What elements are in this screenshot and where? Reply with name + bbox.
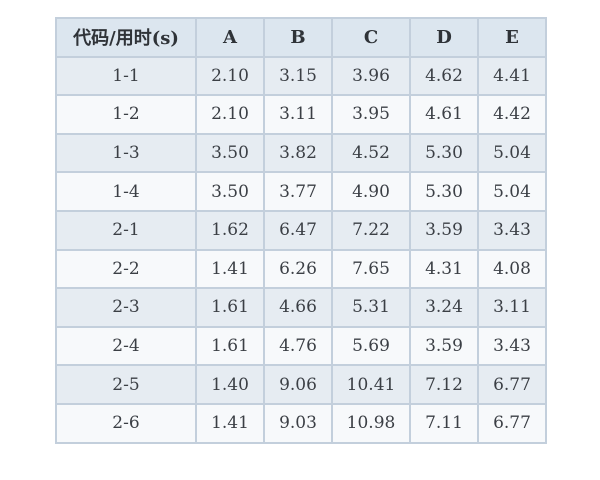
- code-cell: 2-6: [55, 402, 197, 444]
- value-cell: 3.95: [331, 94, 411, 135]
- table-body: 1-1 2.10 3.15 3.96 4.62 4.41 1-2 2.10 3.…: [55, 55, 547, 444]
- value-cell: 1.62: [195, 209, 265, 251]
- value-cell: 1.41: [195, 402, 265, 444]
- table-row: 1-4 3.50 3.77 4.90 5.30 5.04: [55, 171, 547, 212]
- table-row: 1-1 2.10 3.15 3.96 4.62 4.41: [55, 55, 547, 97]
- value-cell: 4.62: [409, 55, 479, 97]
- value-cell: 3.11: [477, 287, 547, 328]
- code-cell: 2-2: [55, 248, 197, 290]
- table-row: 2-4 1.61 4.76 5.69 3.59 3.43: [55, 325, 547, 367]
- value-cell: 1.61: [195, 287, 265, 328]
- code-cell: 2-4: [55, 325, 197, 367]
- header-cell-b: B: [263, 17, 333, 58]
- value-cell: 4.90: [331, 171, 411, 212]
- value-cell: 4.52: [331, 132, 411, 174]
- value-cell: 5.31: [331, 287, 411, 328]
- value-cell: 3.59: [409, 209, 479, 251]
- table-row: 2-2 1.41 6.26 7.65 4.31 4.08: [55, 248, 547, 290]
- value-cell: 4.41: [477, 55, 547, 97]
- code-cell: 2-5: [55, 364, 197, 405]
- table-row: 1-2 2.10 3.11 3.95 4.61 4.42: [55, 94, 547, 135]
- header-cell-d: D: [409, 17, 479, 58]
- value-cell: 7.12: [409, 364, 479, 405]
- value-cell: 2.10: [195, 94, 265, 135]
- code-cell: 2-1: [55, 209, 197, 251]
- value-cell: 3.50: [195, 171, 265, 212]
- value-cell: 7.65: [331, 248, 411, 290]
- value-cell: 3.43: [477, 325, 547, 367]
- value-cell: 7.11: [409, 402, 479, 444]
- value-cell: 5.30: [409, 132, 479, 174]
- code-cell: 2-3: [55, 287, 197, 328]
- value-cell: 5.30: [409, 171, 479, 212]
- header-cell-e: E: [477, 17, 547, 58]
- table-row: 2-5 1.40 9.06 10.41 7.12 6.77: [55, 364, 547, 405]
- value-cell: 4.76: [263, 325, 333, 367]
- value-cell: 2.10: [195, 55, 265, 97]
- value-cell: 6.77: [477, 364, 547, 405]
- table-row: 2-6 1.41 9.03 10.98 7.11 6.77: [55, 402, 547, 444]
- header-cell-code-time: 代码/用时(s): [55, 17, 197, 58]
- code-cell: 1-3: [55, 132, 197, 174]
- value-cell: 3.59: [409, 325, 479, 367]
- table-row: 1-3 3.50 3.82 4.52 5.30 5.04: [55, 132, 547, 174]
- value-cell: 4.42: [477, 94, 547, 135]
- value-cell: 3.11: [263, 94, 333, 135]
- value-cell: 1.41: [195, 248, 265, 290]
- value-cell: 9.06: [263, 364, 333, 405]
- code-cell: 1-1: [55, 55, 197, 97]
- table-row: 2-3 1.61 4.66 5.31 3.24 3.11: [55, 287, 547, 328]
- value-cell: 4.08: [477, 248, 547, 290]
- timing-table: 代码/用时(s) A B C D E 1-1 2.10 3.15 3.96 4.…: [55, 17, 547, 444]
- table-row: 2-1 1.62 6.47 7.22 3.59 3.43: [55, 209, 547, 251]
- code-cell: 1-2: [55, 94, 197, 135]
- value-cell: 6.47: [263, 209, 333, 251]
- value-cell: 5.04: [477, 132, 547, 174]
- value-cell: 4.61: [409, 94, 479, 135]
- value-cell: 6.26: [263, 248, 333, 290]
- value-cell: 4.31: [409, 248, 479, 290]
- value-cell: 1.61: [195, 325, 265, 367]
- value-cell: 6.77: [477, 402, 547, 444]
- value-cell: 3.24: [409, 287, 479, 328]
- value-cell: 3.96: [331, 55, 411, 97]
- value-cell: 3.43: [477, 209, 547, 251]
- value-cell: 9.03: [263, 402, 333, 444]
- value-cell: 4.66: [263, 287, 333, 328]
- value-cell: 5.04: [477, 171, 547, 212]
- value-cell: 7.22: [331, 209, 411, 251]
- value-cell: 5.69: [331, 325, 411, 367]
- value-cell: 3.50: [195, 132, 265, 174]
- value-cell: 1.40: [195, 364, 265, 405]
- table-header: 代码/用时(s) A B C D E: [55, 17, 547, 58]
- value-cell: 10.98: [331, 402, 411, 444]
- code-cell: 1-4: [55, 171, 197, 212]
- header-cell-c: C: [331, 17, 411, 58]
- value-cell: 3.82: [263, 132, 333, 174]
- value-cell: 10.41: [331, 364, 411, 405]
- header-cell-a: A: [195, 17, 265, 58]
- value-cell: 3.15: [263, 55, 333, 97]
- header-row: 代码/用时(s) A B C D E: [55, 17, 547, 58]
- timing-table-container: 代码/用时(s) A B C D E 1-1 2.10 3.15 3.96 4.…: [55, 17, 547, 444]
- value-cell: 3.77: [263, 171, 333, 212]
